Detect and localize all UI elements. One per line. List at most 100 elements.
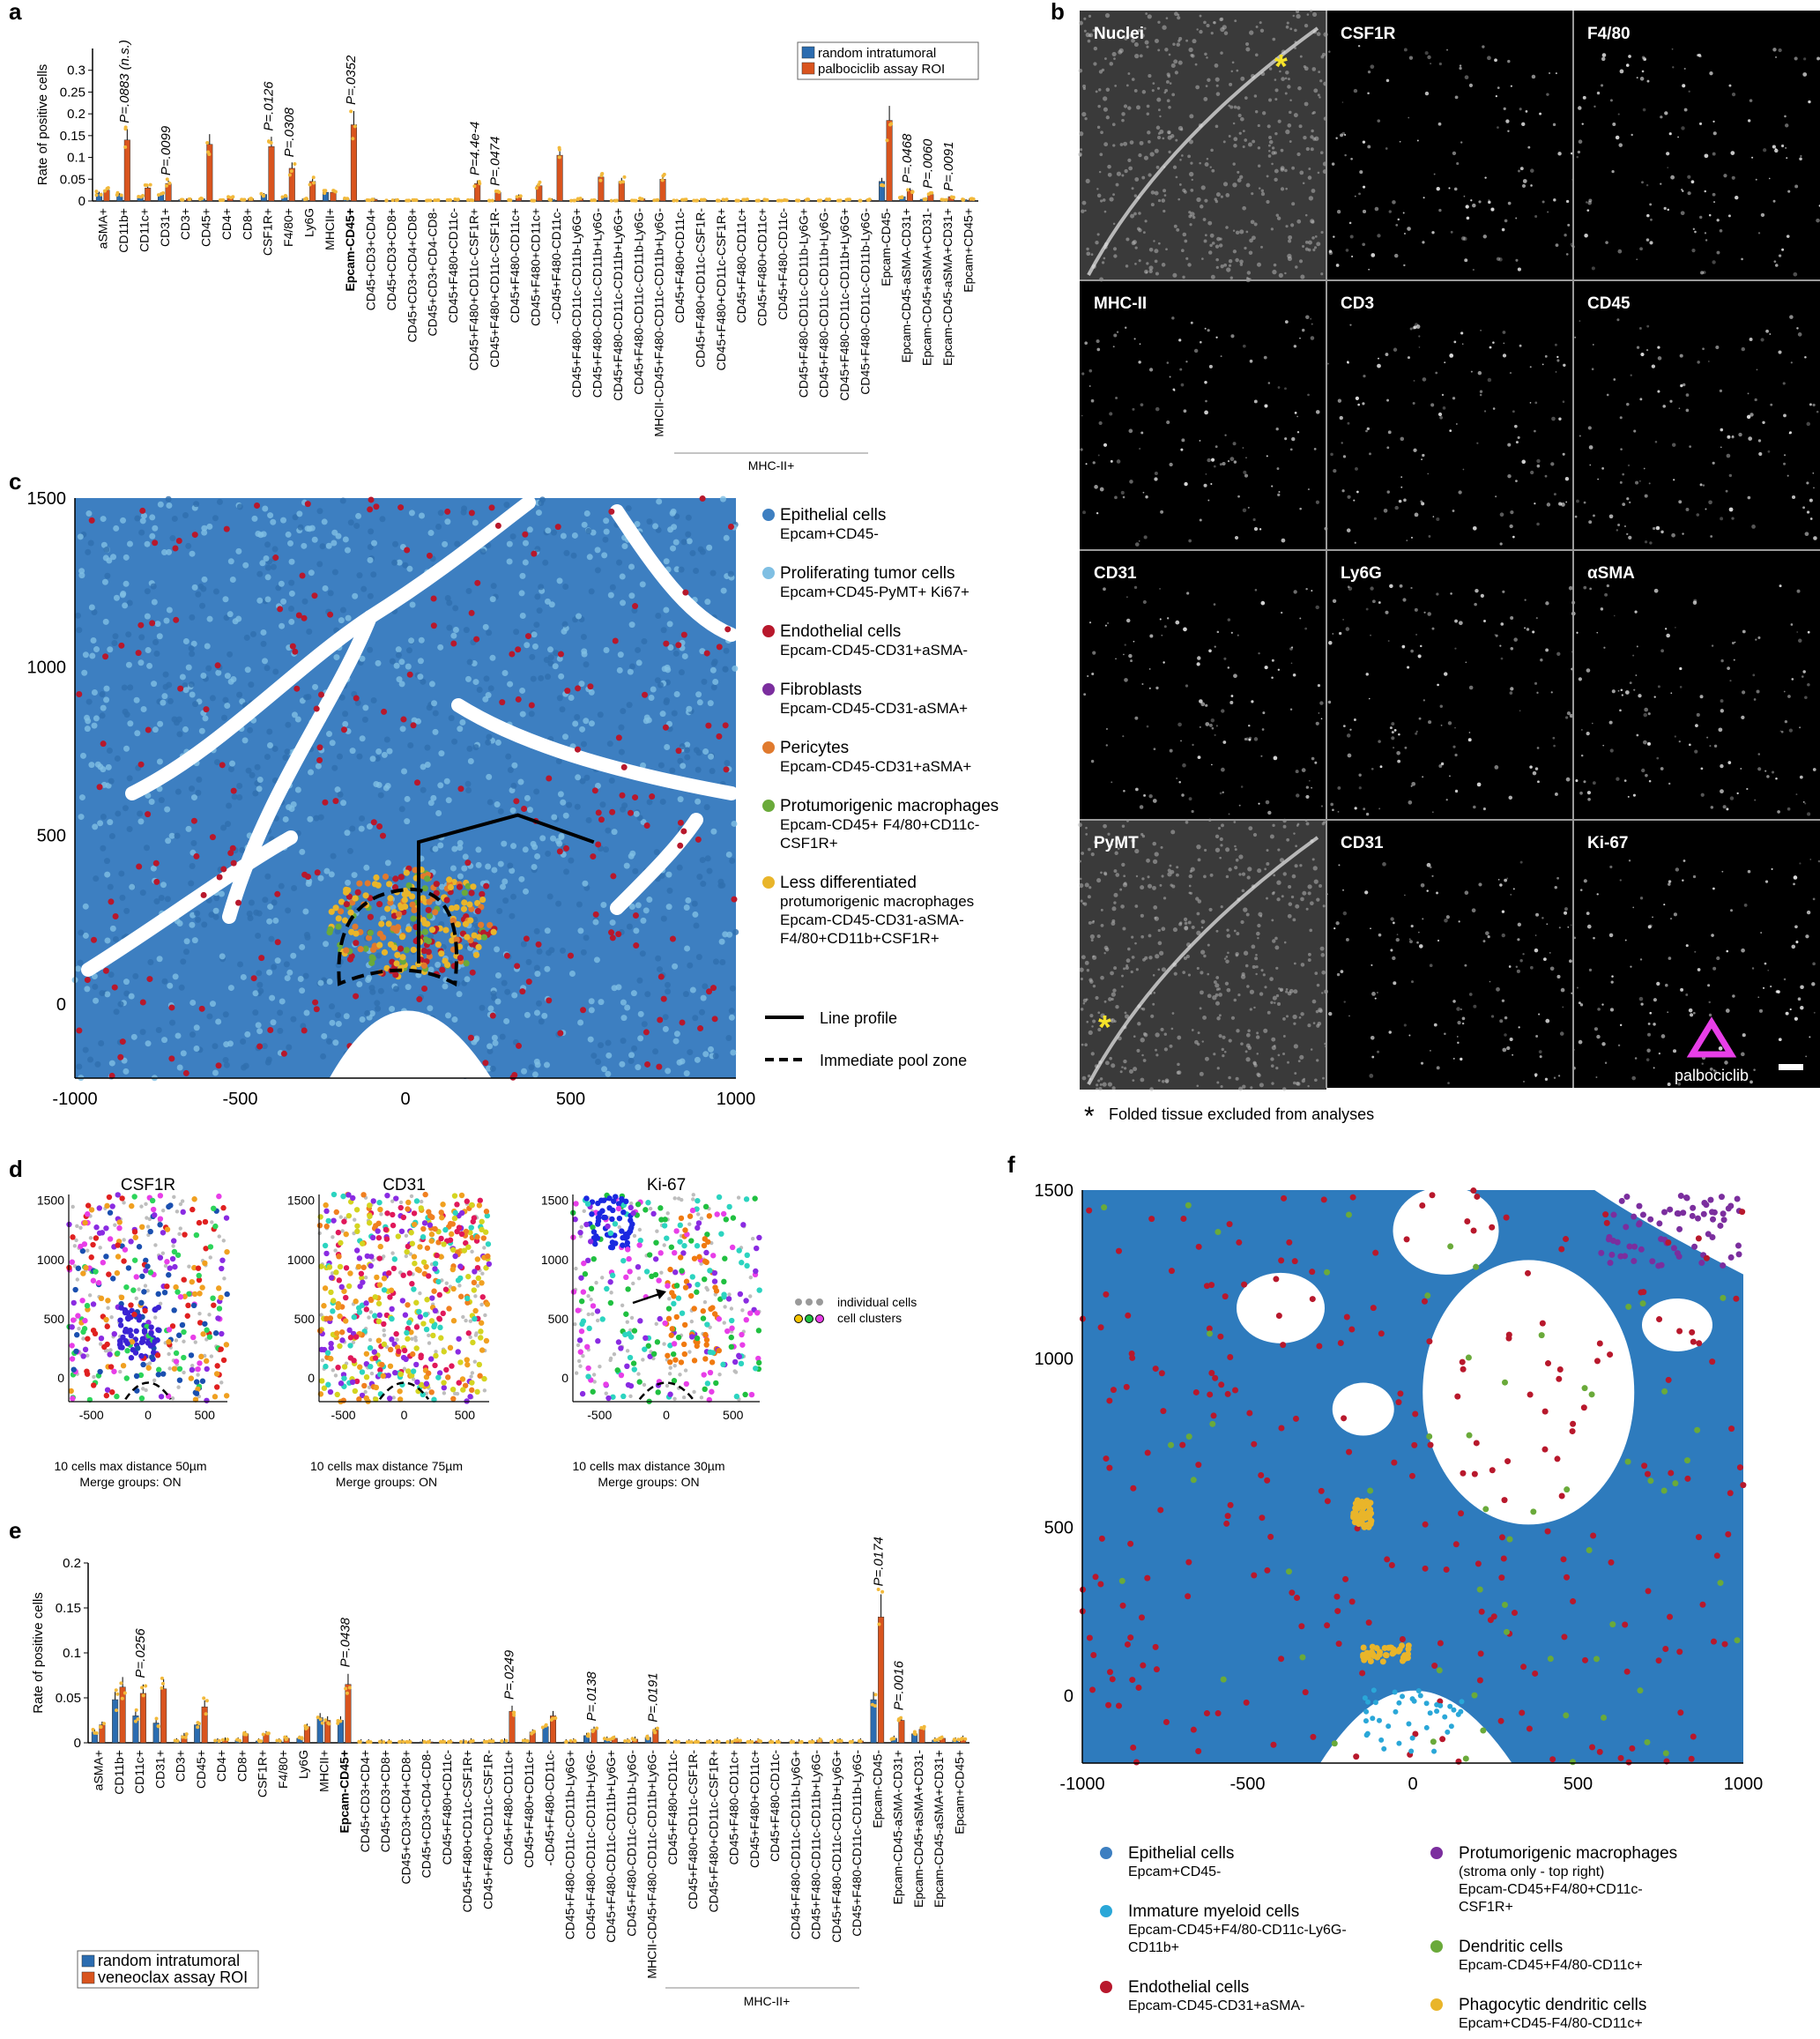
signal-dot [1479, 393, 1482, 397]
signal-dot [1806, 421, 1811, 427]
signal-dot [1232, 442, 1237, 446]
signal-dot [1315, 500, 1320, 504]
signal-dot [1790, 623, 1794, 626]
cell-dot [621, 802, 628, 809]
cell-dot [571, 532, 578, 539]
cell-dot [122, 805, 129, 812]
cell-dot [321, 518, 328, 525]
cell-dot [189, 921, 196, 928]
signal-dot [1667, 167, 1669, 169]
data-point [136, 1717, 140, 1722]
cell-dot [389, 658, 396, 665]
y-axis-label: Rate of positive cells [35, 64, 50, 186]
cell-dot [119, 894, 126, 901]
stroma-channel [222, 610, 377, 924]
signal-dot [1747, 869, 1751, 874]
cell-dot [351, 872, 358, 879]
data-point [891, 1737, 895, 1741]
signal-dot [1619, 879, 1622, 882]
endothelial-dot [680, 631, 687, 638]
cell-dot [146, 662, 153, 669]
signal-dot [1088, 368, 1093, 373]
nucleus-dot [1079, 860, 1081, 863]
signal-dot [1651, 364, 1656, 368]
data-point [133, 1719, 137, 1723]
cell-dot [699, 648, 706, 655]
nucleus-dot [1100, 923, 1104, 927]
signal-dot [1488, 200, 1491, 205]
nucleus-dot [1187, 263, 1192, 267]
cell-dot [685, 897, 692, 904]
category-label: CD45+F480-CD11c-CD11b+Ly6G- [583, 1750, 598, 1940]
cell-dot [630, 990, 637, 997]
signal-dot [1475, 588, 1479, 593]
data-point [680, 197, 685, 202]
cell-dot [354, 699, 361, 706]
cell-dot [334, 786, 341, 793]
cell-dot [686, 705, 693, 712]
legend-swatch [801, 62, 815, 75]
nucleus-dot [1133, 212, 1137, 216]
cell-dot [633, 927, 640, 934]
cell-dot [123, 745, 130, 752]
signal-dot [1495, 634, 1498, 637]
nucleus-dot [1227, 951, 1229, 955]
nucleus-dot [1247, 867, 1252, 872]
nucleus-dot [1285, 129, 1290, 135]
nucleus-dot [1288, 234, 1293, 240]
data-point [256, 1738, 261, 1743]
cell-dot [437, 510, 444, 517]
nucleus-dot [1316, 897, 1320, 902]
signal-dot [1653, 588, 1659, 593]
signal-dot [1349, 234, 1354, 239]
nucleus-dot [1192, 215, 1196, 220]
signal-dot [1179, 368, 1183, 371]
signal-dot [1770, 985, 1772, 988]
cell-dot [236, 782, 243, 789]
nucleus-dot [1295, 1082, 1300, 1086]
signal-dot [1812, 897, 1816, 901]
cell-dot [345, 879, 352, 886]
category-label: CD45+F480-CD11c-CD11b-Ly6G+ [796, 208, 810, 398]
nucleus-dot [1260, 969, 1264, 972]
category-label: CD45+CD3+CD4+ [358, 1750, 372, 1852]
signal-dot [1657, 685, 1660, 688]
cell-dot [466, 659, 473, 666]
cell-dot [587, 1036, 594, 1043]
signal-dot [1630, 965, 1632, 968]
cell-dot [574, 713, 581, 720]
signal-dot [1558, 417, 1562, 420]
signal-dot [1641, 70, 1645, 73]
signal-dot [1155, 686, 1159, 690]
signal-dot [1695, 724, 1698, 727]
nucleus-dot [1159, 115, 1162, 118]
nucleus-dot [1305, 907, 1309, 911]
data-point [838, 198, 843, 203]
nucleus-dot [1270, 1064, 1274, 1068]
nucleus-dot [1321, 992, 1324, 994]
signal-dot [1408, 800, 1413, 805]
cell-dot [76, 627, 83, 634]
stroma-channel [125, 495, 536, 800]
cell-dot [534, 852, 541, 860]
nucleus-dot [1100, 199, 1103, 203]
nucleus-dot [1109, 197, 1114, 202]
signal-dot [1593, 105, 1596, 108]
nucleus-dot [1221, 823, 1224, 828]
signal-dot [1096, 511, 1099, 515]
cell-dot [241, 1064, 248, 1071]
category-label: MHCII+ [323, 208, 337, 250]
signal-dot [1513, 424, 1518, 428]
signal-dot [1552, 123, 1556, 127]
cell-dot [626, 702, 633, 709]
signal-dot [1305, 315, 1310, 319]
nucleus-dot [1276, 216, 1281, 220]
nucleus-dot [1236, 69, 1239, 72]
cell-dot [664, 981, 671, 988]
data-point [426, 1740, 430, 1745]
signal-dot [1783, 462, 1787, 465]
cell-dot [427, 1005, 434, 1012]
signal-dot [1653, 696, 1656, 698]
nucleus-dot [1082, 86, 1086, 91]
cell-dot [706, 544, 713, 551]
